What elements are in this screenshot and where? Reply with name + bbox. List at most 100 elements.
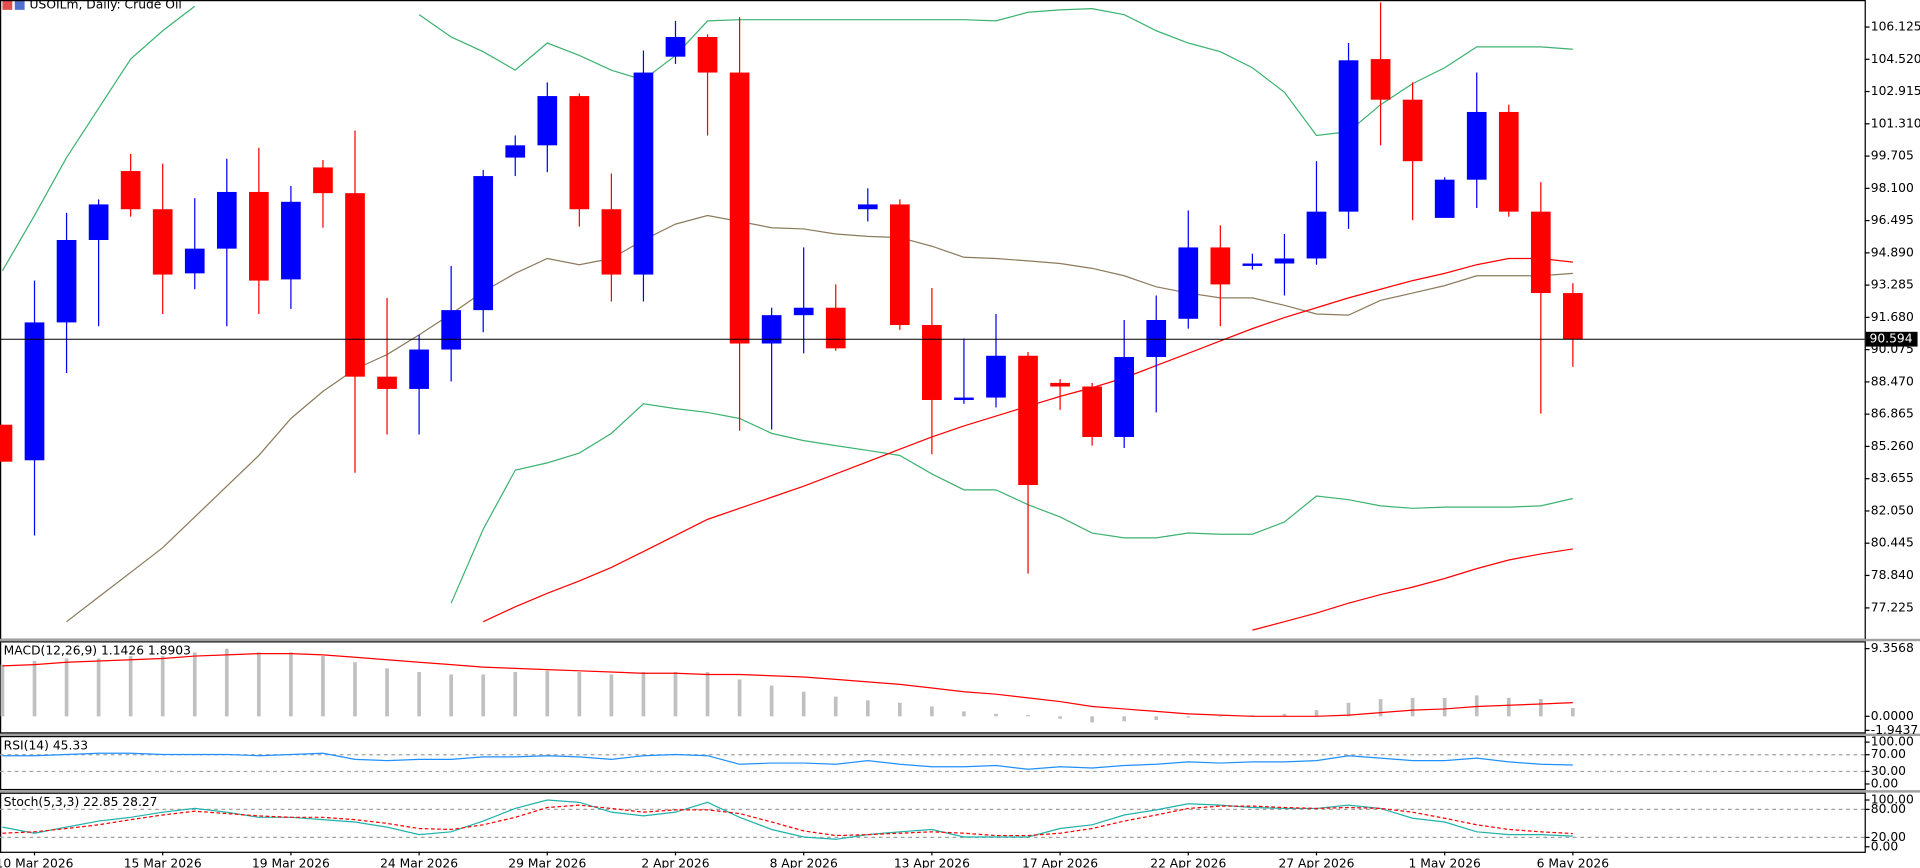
- histogram-bar: [609, 674, 614, 717]
- histogram-bar: [769, 685, 774, 717]
- histogram-bar: [1378, 699, 1383, 717]
- histogram-bar: [1314, 710, 1319, 717]
- histogram-bar: [224, 648, 229, 717]
- candle-body: [633, 72, 654, 275]
- y-tick-label: 82.050: [1871, 503, 1914, 517]
- histogram-bar: [1090, 716, 1094, 723]
- histogram-bar: [577, 672, 582, 717]
- candle-body: [665, 36, 686, 57]
- pane-separator: [0, 733, 1920, 736]
- y-tick-label: 0.0000: [1871, 709, 1914, 723]
- candle-body: [24, 322, 45, 461]
- x-tick-label: 17 Apr 2026: [1022, 857, 1098, 868]
- candle-body: [697, 36, 718, 73]
- candle-body: [1530, 211, 1551, 294]
- histogram-bar: [994, 713, 998, 717]
- candle-body: [1402, 99, 1423, 162]
- chart-title: USOILm, Daily: Crude Oil: [30, 0, 182, 11]
- y-tick-label: 80.00: [1871, 802, 1906, 816]
- indicator-title: Stoch(5,3,3) 22.85 28.27: [4, 795, 158, 809]
- candle-body: [922, 325, 942, 400]
- candle-body: [409, 349, 429, 389]
- candle-body: [825, 307, 846, 349]
- histogram-bar: [385, 668, 389, 717]
- y-tick-label: -1.9437: [1871, 723, 1918, 737]
- x-tick-label: 29 Mar 2026: [508, 857, 586, 868]
- candle-body: [1306, 211, 1327, 259]
- candle-body: [184, 248, 205, 274]
- histogram-bar: [481, 674, 486, 717]
- histogram-bar: [1122, 716, 1127, 722]
- candle-body: [1370, 59, 1391, 100]
- candle-body: [1018, 355, 1038, 486]
- candle-body: [1466, 111, 1487, 180]
- histogram-bar: [192, 652, 197, 717]
- candle-body: [1050, 382, 1070, 387]
- histogram-bar: [897, 702, 902, 717]
- y-tick-label: 77.225: [1871, 600, 1914, 614]
- y-tick-label: 102.915: [1871, 84, 1920, 98]
- histogram-bar: [1026, 715, 1030, 717]
- histogram-bar: [737, 679, 742, 717]
- y-tick-label: 80.445: [1871, 536, 1914, 550]
- candle-body: [986, 355, 1006, 398]
- candle-body: [1114, 356, 1135, 437]
- x-tick-label: 27 Apr 2026: [1278, 857, 1354, 868]
- candle-body: [56, 239, 77, 323]
- histogram-bar: [1282, 713, 1287, 717]
- candle-body: [152, 209, 173, 275]
- y-tick-label: 0.00: [1871, 839, 1898, 853]
- y-tick-label: 106.125: [1871, 20, 1920, 34]
- x-tick-label: 13 Apr 2026: [894, 857, 970, 868]
- candle-body: [1082, 386, 1102, 437]
- symbol-icon: [14, 0, 25, 10]
- symbol-icon: [2, 0, 13, 10]
- histogram-bar: [1218, 716, 1223, 717]
- x-tick-label: 24 Mar 2026: [380, 857, 458, 868]
- histogram-bar: [962, 711, 966, 717]
- candle-body: [505, 145, 526, 158]
- x-tick-label: 22 Apr 2026: [1150, 857, 1226, 868]
- histogram-bar: [930, 706, 934, 717]
- histogram-bar: [1186, 716, 1191, 718]
- candle-body: [473, 176, 494, 311]
- y-tick-label: 78.840: [1871, 568, 1914, 582]
- x-tick-label: 6 May 2026: [1537, 857, 1610, 868]
- histogram-bar: [289, 652, 293, 717]
- candle-body: [761, 315, 782, 344]
- candle-body: [120, 171, 141, 210]
- y-tick-label: 104.520: [1871, 52, 1920, 66]
- y-tick-label: 91.680: [1871, 310, 1914, 324]
- candle-body: [1274, 258, 1295, 264]
- overlay-line: [1252, 548, 1573, 631]
- histogram-bar: [641, 672, 646, 717]
- x-tick-label: 8 Apr 2026: [770, 857, 838, 868]
- pane-separator: [0, 790, 1920, 793]
- y-tick-label: 100.00: [1871, 735, 1914, 749]
- histogram-bar: [513, 672, 518, 717]
- x-tick-label: 15 Mar 2026: [124, 857, 202, 868]
- y-tick-label: 20.00: [1871, 830, 1906, 844]
- y-tick-label: 70.00: [1871, 747, 1906, 761]
- x-tick-label: 2 Apr 2026: [641, 857, 709, 868]
- y-tick-label: 94.890: [1871, 245, 1914, 259]
- last-price-label: 90.594: [1870, 332, 1913, 346]
- y-tick-label: 100.00: [1871, 793, 1914, 807]
- indicator-line: [2, 752, 1573, 770]
- candle-body: [1338, 60, 1359, 212]
- histogram-bar: [0, 664, 5, 717]
- histogram-bar: [705, 672, 710, 717]
- y-tick-label: 88.470: [1871, 374, 1914, 388]
- candle-body: [1210, 247, 1231, 285]
- histogram-bar: [1154, 716, 1159, 721]
- overlay-line: [450, 403, 1574, 604]
- histogram-bar: [128, 656, 133, 717]
- histogram-bar: [833, 696, 838, 717]
- histogram-bar: [32, 660, 37, 717]
- indicator-title: RSI(14) 45.33: [4, 738, 88, 752]
- histogram-bar: [1571, 708, 1575, 717]
- histogram-bar: [257, 652, 261, 717]
- histogram-bar: [1474, 695, 1479, 717]
- candle-body: [1498, 111, 1519, 212]
